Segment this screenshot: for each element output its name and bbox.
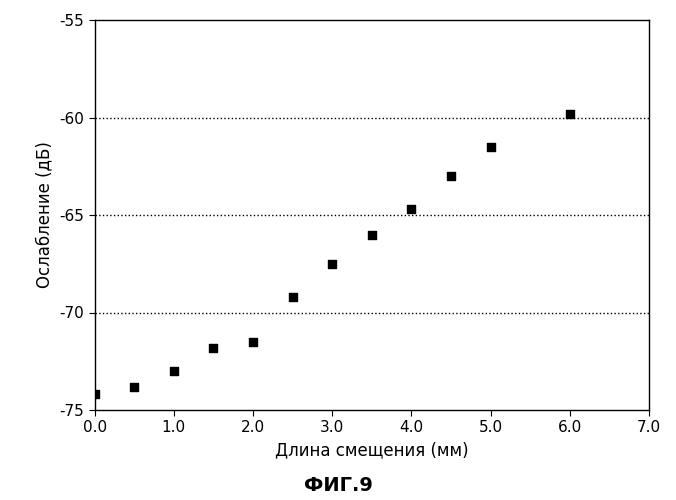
Point [327,260,337,268]
X-axis label: Длина смещения (мм): Длина смещения (мм) [275,441,468,459]
Point [247,338,258,346]
Point [89,390,100,398]
Point [366,230,377,238]
Y-axis label: Ослабление (дБ): Ослабление (дБ) [36,142,54,288]
Point [564,110,575,118]
Point [485,143,496,151]
Point [445,172,456,180]
Point [287,293,298,301]
Point [129,382,140,390]
Text: ФИГ.9: ФИГ.9 [304,476,372,495]
Point [406,205,417,213]
Point [208,344,219,351]
Point [168,367,179,375]
